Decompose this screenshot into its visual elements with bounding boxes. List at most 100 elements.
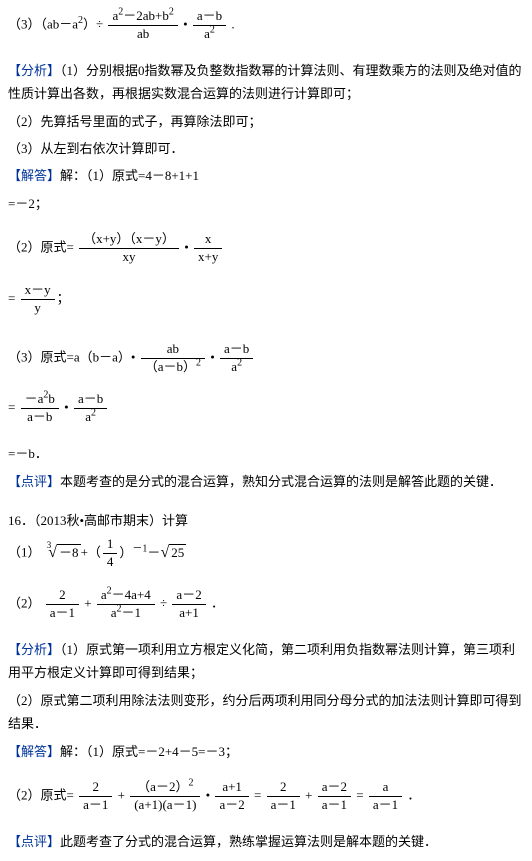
ans2-f1-den: xy — [79, 249, 179, 266]
ansb2-f4-den: a－1 — [267, 797, 300, 814]
ansb2-f6-den: a－1 — [369, 797, 402, 814]
ansb2-f3-den: a－2 — [215, 797, 248, 814]
comment-label-2: 【点评】 — [8, 834, 60, 849]
analysis-block: 【分析】（1）分别根据0指数幂及负整数指数幂的计算法则、有理数乘方的法则及绝对值… — [8, 59, 524, 106]
ans2-f1: （x+y）（x－y）xy — [79, 231, 179, 266]
q16-1-frac: 14 — [103, 536, 118, 571]
analysis-2: （2）先算括号里面的式子，再算除法即可； — [8, 110, 524, 133]
cube-body: －8 — [57, 544, 81, 560]
p3-mid1: ）÷ — [83, 16, 103, 31]
analysis-b2: （2）原式第二项利用除法法则变形，约分后两项利用同分母分式的加法法则计算即可得到… — [8, 689, 524, 736]
ans2-f2-num: x — [194, 231, 222, 249]
ansb2-f5-den: a－1 — [318, 797, 351, 814]
q16-2-f3: a－2a+1 — [172, 587, 205, 622]
comment-1: 本题考查的是分式的混合运算，熟知分式混合运算的法则是解答此题的关键． — [60, 474, 502, 489]
p3-f1-num: a2－2ab+b2 — [108, 8, 177, 26]
ans3-l2-f1-num: －a2b — [21, 391, 59, 409]
q16-1: （1） 3√－8+（14）－1－√25 — [8, 536, 524, 571]
q16-2-prefix: （2） — [8, 596, 41, 611]
ansb2-f6-num: a — [369, 779, 402, 797]
ans3-l2-f2: a－ba2 — [74, 391, 107, 426]
q16-2-f3-den: a+1 — [172, 605, 205, 622]
ans1-res: =－2； — [8, 192, 524, 215]
ansb2-f5-num: a－2 — [318, 779, 351, 797]
q16-1-pow: ）－1－ — [119, 545, 160, 560]
q16-2-f2: a2－4a+4a2－1 — [97, 587, 155, 622]
ans2-semi: ； — [57, 290, 70, 305]
ans2-res-num: x－y — [21, 282, 55, 300]
p3-prefix: （3）（ab－a — [8, 16, 78, 31]
answer-1: 【解答】解：（1）原式=4－8+1+1 — [8, 164, 524, 187]
ansb2-f3-num: a+1 — [215, 779, 248, 797]
problem-3: （3）（ab－a2）÷ a2－2ab+b2ab • a－ba2 . — [8, 8, 524, 43]
ansb1: 解：（1）原式=－2+4－5=－3； — [60, 744, 238, 759]
sqrt-sym-2: √ — [160, 544, 169, 561]
ansb2-f1-den: a－1 — [79, 797, 112, 814]
ans3-l2-f1-den: a－b — [21, 409, 59, 426]
ansb2-f1: 2a－1 — [79, 779, 112, 814]
ans2-prefix: （2）原式= — [8, 240, 74, 255]
q16-2-f1-den: a－1 — [46, 605, 79, 622]
ansb2-f2-num: （a－2）2 — [130, 779, 200, 797]
ans1-line: 解：（1）原式=4－8+1+1 — [60, 168, 199, 183]
sqrt-25: √25 — [160, 539, 186, 568]
q16-2-f2-num: a2－4a+4 — [97, 587, 155, 605]
analysis-b-block: 【分析】（1）原式第一项利用立方根定义化简，第二项利用负指数幂法则计算，第三项利… — [8, 638, 524, 685]
p3-f1-den: ab — [108, 26, 177, 43]
q16-2-f1-num: 2 — [46, 587, 79, 605]
q16-1-fnum: 1 — [103, 536, 118, 554]
ansb2-f4: 2a－1 — [267, 779, 300, 814]
ansb2-f2: （a－2）2(a+1)(a－1) — [130, 779, 200, 814]
analysis-3: （3）从左到右依次计算即可． — [8, 137, 524, 160]
ans2-line2: = x－yy； — [8, 282, 524, 317]
ans3-f1: ab（a－b）2 — [141, 341, 205, 376]
p3-frac2: a－ba2 — [193, 8, 226, 43]
comment-2-block: 【点评】此题考查了分式的混合运算，熟练掌握运算法则是解本题的关键． — [8, 830, 524, 853]
cube-root: 3√－8 — [44, 539, 81, 568]
analysis-label: 【分析】 — [8, 63, 60, 78]
q16-2-f2-den: a2－1 — [97, 605, 155, 622]
ans3-l2-f1: －a2ba－b — [21, 391, 59, 426]
answer-b1: 【解答】解：（1）原式=－2+4－5=－3； — [8, 740, 524, 763]
ansb2-eq1: = — [254, 787, 261, 802]
cube-idx: 3 — [47, 540, 52, 550]
sqrt-25-body: 25 — [169, 544, 186, 560]
ansb2-eq2: = — [356, 787, 363, 802]
p3-f2-num: a－b — [193, 8, 226, 26]
ansb2-f1-num: 2 — [79, 779, 112, 797]
ans2-f1-num: （x+y）（x－y） — [79, 231, 179, 249]
p3-end: . — [231, 16, 234, 31]
comment-label-1: 【点评】 — [8, 474, 60, 489]
ans2-dot: • — [184, 240, 189, 255]
ans3-line2: = －a2ba－b • a－ba2 — [8, 391, 524, 426]
q16-2-f3-num: a－2 — [172, 587, 205, 605]
ans2-line1: （2）原式= （x+y）（x－y）xy • xx+y — [8, 231, 524, 266]
analysis-label-b: 【分析】 — [8, 642, 60, 657]
q16-2-f1: 2a－1 — [46, 587, 79, 622]
ans3-f2: a－ba2 — [220, 341, 253, 376]
ans3-l2-eq: = — [8, 400, 15, 415]
ans2-f2: xx+y — [194, 231, 222, 266]
ans2-res-den: y — [21, 300, 55, 317]
analysis-1: （1）分别根据0指数幂及负整数指数幂的计算法则、有理数乘方的法则及绝对值的性质计… — [8, 63, 522, 101]
answer-label: 【解答】 — [8, 168, 60, 183]
ans3-l2-f2-num: a－b — [74, 391, 107, 409]
q16-2-plus: + — [84, 596, 91, 611]
q16-2-div: ÷ — [160, 596, 167, 611]
ans3-l2-dot: • — [64, 400, 69, 415]
answer-label-b: 【解答】 — [8, 744, 60, 759]
comment-2: 此题考查了分式的混合运算，熟练掌握运算法则是解本题的关键． — [60, 834, 437, 849]
ansb2-plus2: + — [305, 787, 312, 802]
ansb2-f4-num: 2 — [267, 779, 300, 797]
analysis-b1: （1）原式第一项利用立方根定义化简，第二项利用负指数幂法则计算，第三项利用平方根… — [8, 642, 515, 680]
ansb2-f2-den: (a+1)(a－1) — [130, 797, 200, 814]
comment-1-block: 【点评】本题考查的是分式的混合运算，熟知分式混合运算的法则是解答此题的关键． — [8, 470, 524, 493]
ansb2-prefix: （2）原式= — [8, 787, 74, 802]
ans3-dot: • — [210, 349, 215, 364]
p3-frac1: a2－2ab+b2ab — [108, 8, 177, 43]
ansb2-line: （2）原式= 2a－1 + （a－2）2(a+1)(a－1) • a+1a－2 … — [8, 779, 524, 814]
ans2-f2-den: x+y — [194, 249, 222, 266]
ans2-res-frac: x－yy — [21, 282, 55, 317]
p3-dot: • — [183, 16, 188, 31]
ansb2-plus1: + — [118, 787, 125, 802]
